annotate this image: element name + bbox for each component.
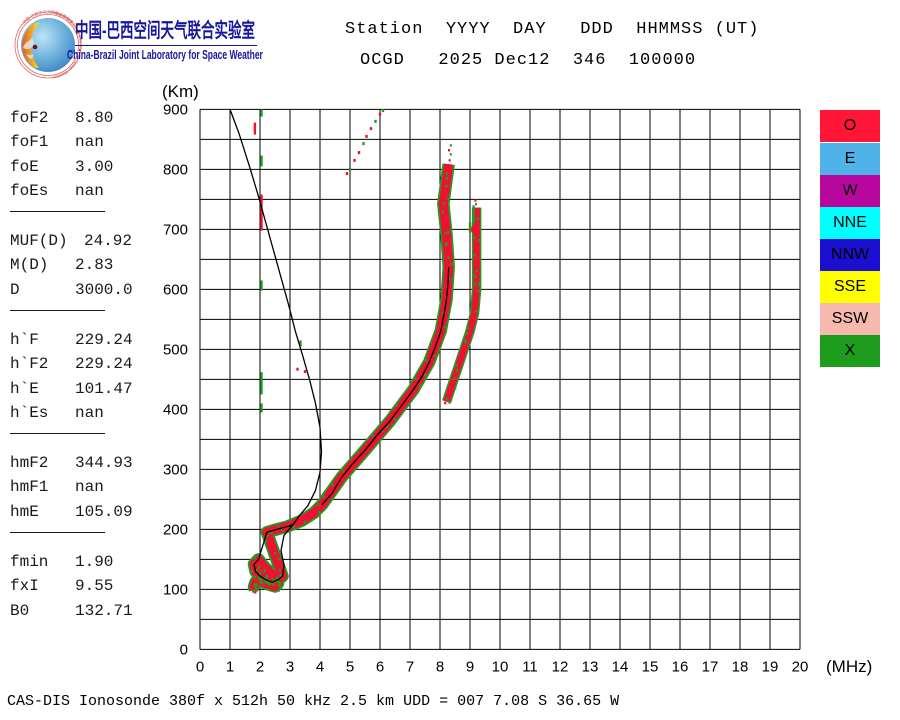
- svg-text:0: 0: [180, 641, 188, 658]
- svg-text:3: 3: [286, 658, 294, 675]
- svg-text:18: 18: [732, 658, 749, 675]
- svg-text:7: 7: [406, 658, 414, 675]
- svg-text:900: 900: [163, 101, 188, 118]
- svg-text:9: 9: [466, 658, 474, 675]
- svg-text:5: 5: [346, 658, 354, 675]
- svg-text:8: 8: [436, 658, 444, 675]
- svg-text:17: 17: [702, 658, 719, 675]
- svg-text:19: 19: [762, 658, 779, 675]
- svg-text:1: 1: [226, 658, 234, 675]
- svg-text:11: 11: [522, 658, 538, 675]
- svg-text:0: 0: [196, 658, 204, 675]
- svg-text:20: 20: [792, 658, 809, 675]
- svg-text:2: 2: [256, 658, 264, 675]
- svg-text:100: 100: [163, 581, 188, 598]
- svg-text:4: 4: [316, 658, 324, 675]
- svg-text:15: 15: [642, 658, 659, 675]
- svg-text:6: 6: [376, 658, 384, 675]
- svg-text:300: 300: [163, 461, 188, 478]
- svg-text:200: 200: [163, 521, 188, 538]
- svg-text:700: 700: [163, 221, 188, 238]
- svg-text:500: 500: [163, 341, 188, 358]
- svg-text:10: 10: [492, 658, 509, 675]
- svg-text:16: 16: [672, 658, 689, 675]
- svg-text:400: 400: [163, 401, 188, 418]
- svg-text:13: 13: [582, 658, 599, 675]
- svg-text:12: 12: [552, 658, 569, 675]
- svg-text:800: 800: [163, 161, 188, 178]
- svg-text:600: 600: [163, 281, 188, 298]
- svg-text:14: 14: [612, 658, 629, 675]
